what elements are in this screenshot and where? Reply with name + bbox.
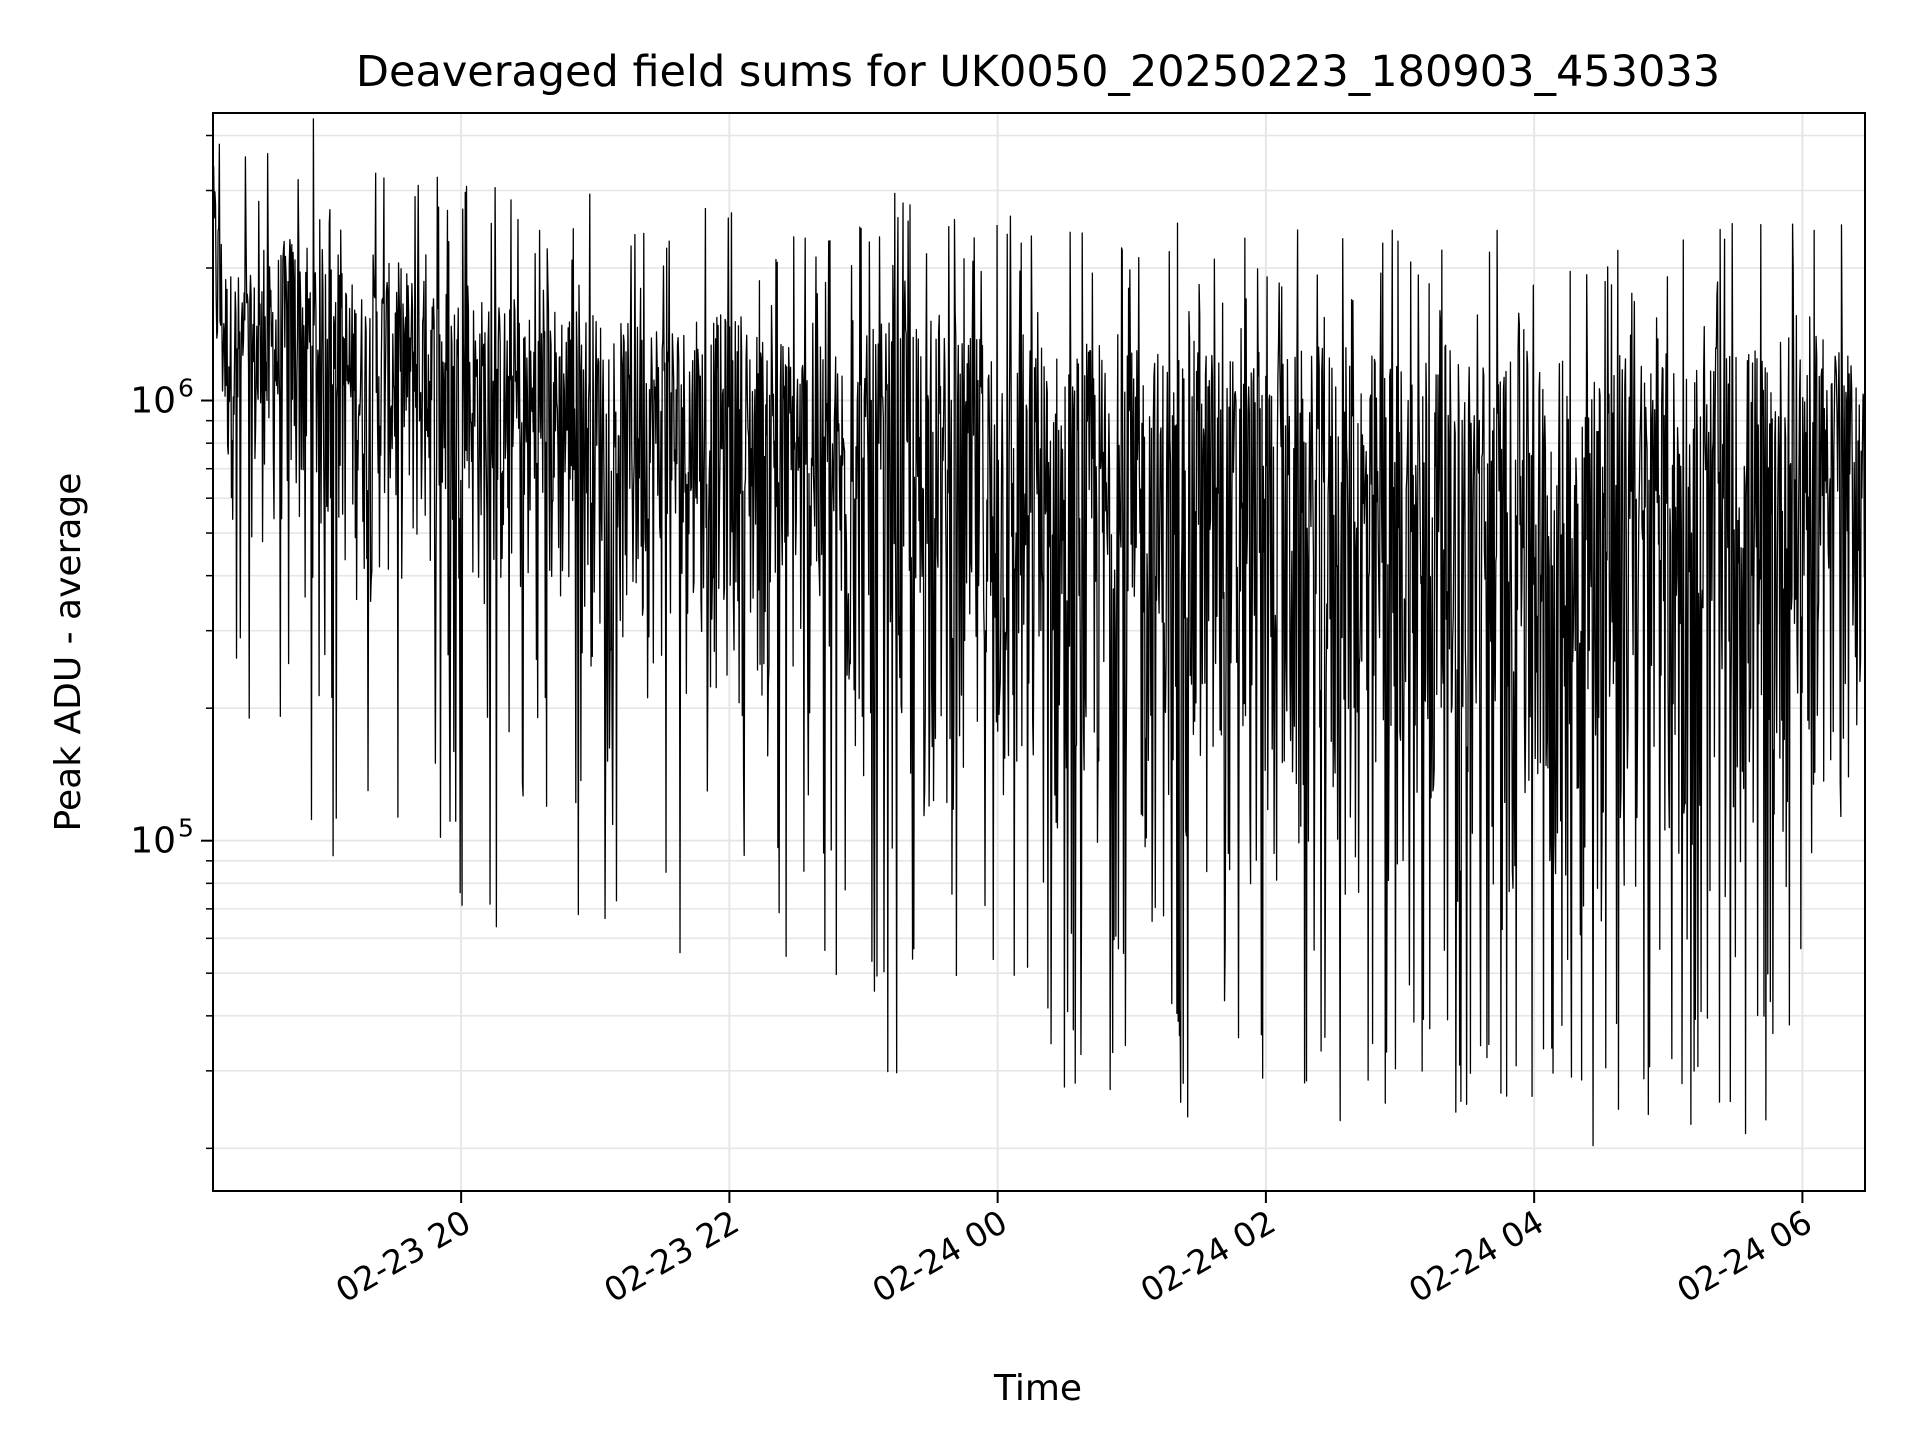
y-tick-label: 10 5: [130, 814, 194, 862]
y-tick-label-base: 10: [130, 821, 176, 862]
y-tick-label-exponent: 6: [178, 374, 194, 403]
y-axis-label: Peak ADU - average: [48, 473, 89, 832]
axes-frame: [212, 112, 1866, 1192]
plot-area: [212, 118, 1866, 1147]
x-axis-label: Time: [993, 1368, 1082, 1409]
chart-title: Deaveraged field sums for UK0050_2025022…: [356, 47, 1720, 97]
y-tick-label: 10 6: [130, 374, 194, 422]
series-line: [212, 118, 1866, 1147]
y-tick-label-exponent: 5: [178, 814, 194, 843]
y-tick-label-base: 10: [130, 381, 176, 422]
